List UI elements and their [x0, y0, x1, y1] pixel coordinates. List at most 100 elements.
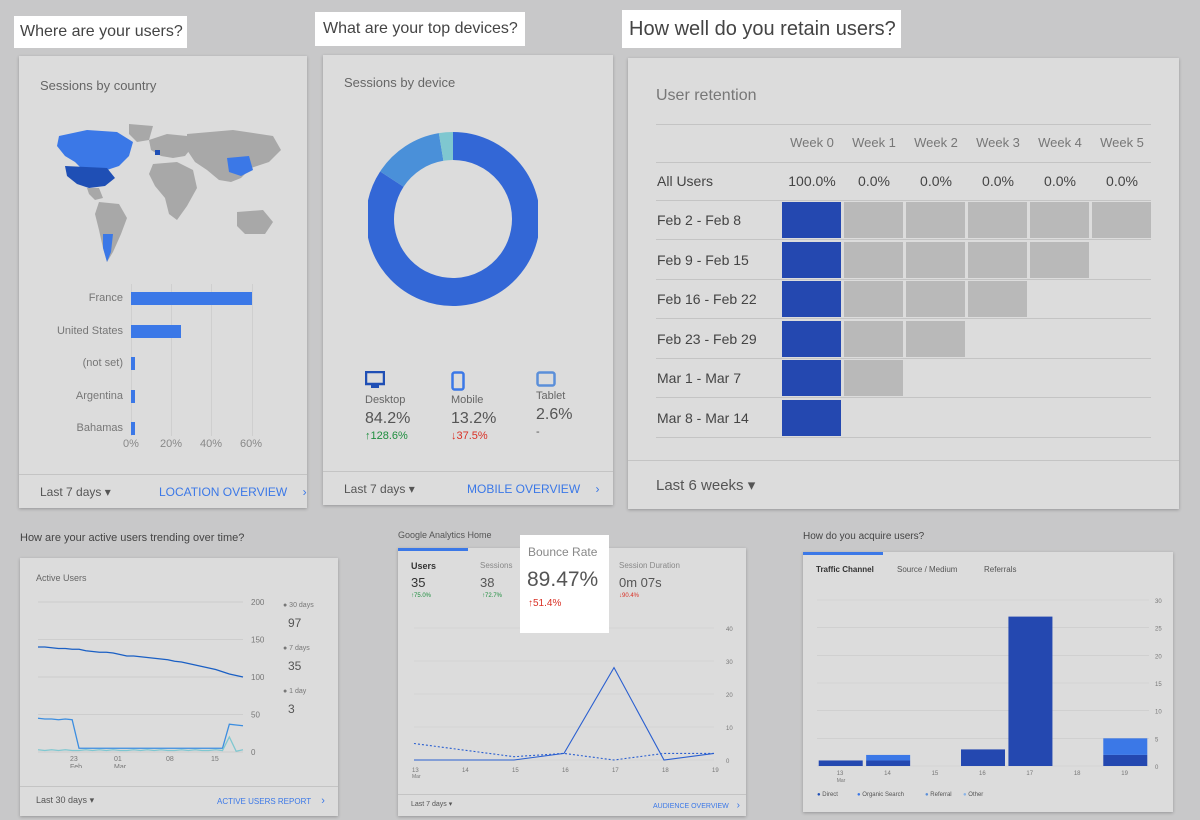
legend-value: 35: [288, 659, 302, 673]
bar: [866, 760, 911, 766]
series-line: [37, 735, 244, 752]
legend-label: ● 1 day: [283, 688, 307, 695]
retention-cell: [782, 360, 841, 397]
x-tick-label: 18: [1074, 771, 1081, 777]
location-overview-link[interactable]: LOCATION OVERVIEW ›: [159, 485, 307, 499]
donut-slice: [438, 132, 454, 161]
retention-cell: [782, 241, 841, 278]
metric-users-value: 35: [411, 575, 426, 590]
week-header: Week 1: [852, 135, 896, 150]
country-label: Argentina: [75, 389, 123, 402]
active-users-report-link[interactable]: ACTIVE USERS REPORT ›: [217, 795, 325, 807]
date-range-label: Last 7 days: [344, 482, 406, 496]
mobile-overview-link[interactable]: MOBILE OVERVIEW ›: [467, 482, 599, 496]
all-users-value: 0.0%: [1044, 173, 1076, 189]
metric-users-label[interactable]: Users: [411, 561, 437, 571]
question-users-where: Where are your users?: [14, 16, 187, 48]
users-tab-indicator: [398, 548, 468, 551]
series-line: [38, 646, 244, 678]
audience-overview-link[interactable]: AUDIENCE OVERVIEW ›: [653, 800, 740, 811]
x-tick-label: 15: [211, 756, 219, 763]
tick-label: 0%: [123, 438, 139, 450]
retention-cell: [968, 202, 1027, 238]
link-label: AUDIENCE OVERVIEW: [653, 803, 729, 810]
retention-cell: [782, 281, 841, 318]
week-header: Week 4: [1038, 135, 1082, 150]
y-tick-label: 200: [251, 598, 265, 607]
tick-label: 20%: [160, 438, 183, 450]
y-tick-label: 10: [726, 726, 733, 732]
link-label: LOCATION OVERVIEW: [159, 485, 288, 499]
country-label: Bahamas: [76, 422, 123, 434]
metric-duration-label[interactable]: Session Duration: [619, 561, 680, 570]
tab-source-medium[interactable]: Source / Medium: [897, 565, 958, 574]
x-month-label: Feb: [70, 764, 82, 768]
metric-sessions-label[interactable]: Sessions: [480, 561, 513, 570]
divider: [656, 278, 1151, 280]
country-bar: [131, 389, 136, 403]
retention-cell: [906, 281, 965, 318]
tab-referrals[interactable]: Referrals: [984, 565, 1017, 574]
device-change: -: [536, 426, 540, 438]
date-range-dropdown[interactable]: Last 7 days ▾: [344, 482, 415, 496]
device-card: Sessions by device Desktop 84.2% ↑128.6%…: [323, 55, 613, 505]
country-bar: [131, 422, 136, 435]
card-footer: Last 30 days ▾ ACTIVE USERS REPORT ›: [20, 786, 338, 816]
chevron-right-icon: ›: [321, 795, 325, 807]
bar: [1008, 616, 1053, 766]
y-tick-label: 5: [1155, 737, 1159, 743]
device-percent: 84.2%: [365, 410, 411, 427]
divider: [656, 437, 1151, 438]
tablet-icon: [536, 371, 556, 387]
link-label: MOBILE OVERVIEW: [467, 482, 581, 496]
caret-down-icon: ▾: [448, 801, 453, 808]
all-users-value: 100.0%: [788, 173, 836, 189]
y-tick-label: 0: [726, 759, 730, 765]
retention-cell: [906, 320, 965, 357]
date-range-label: Last 7 days: [40, 485, 102, 499]
divider: [656, 200, 1151, 201]
week-header: Week 5: [1100, 135, 1144, 150]
divider: [656, 357, 1151, 359]
all-users-value: 0.0%: [982, 173, 1014, 189]
retention-cell: [844, 241, 903, 278]
retention-cell: [844, 202, 903, 238]
card-footer: Last 6 weeks ▾: [628, 460, 1179, 509]
country-card: Sessions by country France United States (…: [19, 56, 307, 508]
tab-traffic-channel[interactable]: Traffic Channel: [816, 565, 874, 574]
all-users-label: All Users: [657, 173, 714, 189]
country-label: United States: [56, 324, 123, 337]
legend-label: ● 7 days: [283, 645, 310, 652]
world-map: [57, 124, 281, 262]
acquire-bar-chart: 30 25 20 15 10 5 0 13 14 15 16 17 18 19 Mar: [817, 599, 1162, 784]
question-devices: What are your top devices?: [315, 12, 525, 46]
bar: [1103, 754, 1148, 766]
y-tick-label: 50: [251, 711, 260, 720]
question-retain: How well do you retain users?: [622, 10, 901, 48]
date-range-dropdown[interactable]: Last 7 days ▾: [411, 800, 452, 808]
date-range-dropdown[interactable]: Last 7 days ▾: [40, 485, 111, 499]
y-tick-label: 20: [1155, 654, 1162, 660]
date-range-dropdown[interactable]: Last 6 weeks ▾: [656, 476, 755, 494]
date-range-dropdown[interactable]: Last 30 days ▾: [36, 795, 94, 806]
x-tick-label: 15: [512, 768, 519, 774]
all-users-value: 0.0%: [1106, 173, 1138, 189]
acquire-card: Traffic Channel Source / Medium Referral…: [803, 552, 1173, 812]
legend-dot: ●: [925, 792, 931, 798]
divider: [656, 239, 1151, 240]
legend-dot: ●: [857, 792, 863, 798]
retention-cell: [906, 202, 965, 238]
tab-indicator: [803, 552, 883, 555]
divider: [656, 162, 1151, 163]
cohort-label: Feb 9 - Feb 15: [657, 251, 749, 268]
device-mobile: Mobile 13.2% ↓37.5%: [451, 371, 531, 442]
retention-cell: [968, 281, 1027, 318]
bar: [818, 760, 863, 766]
legend-dot: ●: [963, 792, 969, 798]
mobile-icon: [451, 371, 465, 391]
x-tick-label: 16: [979, 771, 986, 777]
date-range-label: Last 6 weeks: [656, 477, 744, 494]
x-tick-label: 15: [932, 771, 939, 777]
y-tick-label: 10: [1155, 710, 1162, 716]
bounce-rate-highlight[interactable]: Bounce Rate 89.47% ↑51.4%: [520, 535, 609, 633]
